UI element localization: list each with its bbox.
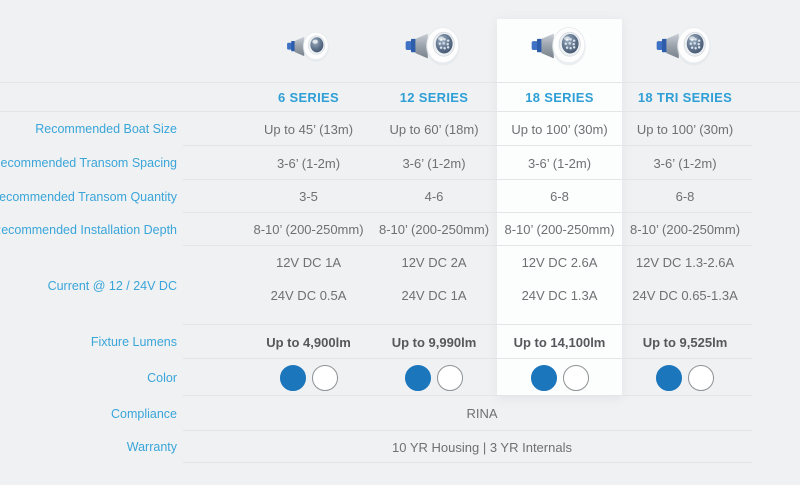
- current-12v-value: 12V DC 1A: [275, 255, 342, 270]
- compliance-value: RINA: [466, 406, 498, 421]
- series-header-6[interactable]: 6 SERIES: [278, 89, 339, 105]
- current-cell: 12V DC 1A 24V DC 0.5A: [246, 246, 371, 325]
- product-image-6-series[interactable]: [246, 0, 371, 82]
- transom-quantity-value: 4-6: [424, 189, 444, 204]
- row-installation-depth: Recommended Installation Depth 8-10’ (20…: [0, 213, 800, 246]
- current-cell: 12V DC 2.6A 24V DC 1.3A: [497, 246, 622, 325]
- current-12v-value: 12V DC 2.6A: [521, 255, 598, 270]
- blue-color-swatch: [405, 364, 431, 391]
- current-24v-value: 24V DC 1.3A: [521, 288, 598, 303]
- transom-quantity-value: 3-5: [299, 189, 318, 204]
- transom-quantity-value: 6-8: [675, 189, 695, 204]
- row-color: Color: [0, 359, 800, 396]
- underwater-light-icon: [531, 26, 586, 66]
- white-color-swatch: [311, 364, 338, 391]
- series-header-12[interactable]: 12 SERIES: [399, 89, 469, 105]
- fixture-lumens-value: Up to 9,990lm: [391, 334, 477, 350]
- row-label: Recommended Transom Spacing: [0, 156, 177, 170]
- current-24v-value: 24V DC 0.65-1.3A: [632, 288, 738, 303]
- highlighted-column-background: [497, 19, 622, 396]
- color-swatches: [246, 359, 371, 396]
- transom-spacing-value: 3-6’ (1-2m): [527, 155, 592, 171]
- transom-spacing-value: 3-6’ (1-2m): [653, 155, 717, 171]
- row-label: Recommended Transom Quantity: [0, 189, 177, 204]
- boat-size-value: Up to 45’ (13m): [263, 121, 354, 137]
- product-image-18-series[interactable]: [497, 0, 622, 82]
- color-swatches: [622, 359, 748, 396]
- current-24v-value: 24V DC 1A: [401, 288, 467, 303]
- series-header-row: 6 SERIES 12 SERIES 18 SERIES 18 TRI SERI…: [0, 82, 800, 112]
- underwater-light-icon: [656, 26, 711, 66]
- transom-quantity-value: 6-8: [550, 189, 569, 204]
- series-header-18[interactable]: 18 SERIES: [525, 89, 594, 105]
- color-swatches: [497, 359, 622, 396]
- current-24v-value: 24V DC 0.5A: [270, 288, 347, 303]
- warranty-value: 10 YR Housing | 3 YR Internals: [392, 439, 572, 455]
- product-image-row: [0, 0, 800, 82]
- row-label: Fixture Lumens: [90, 335, 177, 349]
- row-label: Color: [147, 370, 177, 385]
- current-12v-value: 12V DC 1.3-2.6A: [635, 255, 735, 270]
- transom-spacing-value: 3-6’ (1-2m): [276, 155, 341, 171]
- row-label: Recommended Installation Depth: [0, 222, 177, 237]
- row-label: Compliance: [110, 406, 177, 421]
- boat-size-value: Up to 100’ (30m): [636, 121, 734, 137]
- current-cell: 12V DC 2A 24V DC 1A: [371, 246, 497, 325]
- white-color-swatch: [688, 364, 714, 391]
- installation-depth-value: 8-10’ (200-250mm): [253, 222, 364, 237]
- spec-table: 6 SERIES 12 SERIES 18 SERIES 18 TRI SERI…: [0, 0, 800, 463]
- fixture-lumens-value: Up to 9,525lm: [642, 334, 728, 350]
- transom-spacing-value: 3-6’ (1-2m): [402, 155, 466, 171]
- row-warranty: Warranty 10 YR Housing | 3 YR Internals: [0, 431, 800, 463]
- white-color-swatch: [562, 364, 589, 391]
- current-12v-value: 12V DC 2A: [401, 255, 467, 270]
- row-transom-quantity: Recommended Transom Quantity 3-5 4-6 6-8…: [0, 180, 800, 213]
- blue-color-swatch: [279, 364, 306, 391]
- boat-size-value: Up to 100’ (30m): [511, 121, 608, 137]
- series-header-18-tri[interactable]: 18 TRI SERIES: [637, 89, 733, 105]
- installation-depth-value: 8-10’ (200-250mm): [629, 222, 741, 237]
- fixture-lumens-value: Up to 4,900lm: [266, 334, 351, 350]
- boat-size-value: Up to 60’ (18m): [389, 121, 479, 137]
- row-transom-spacing: Recommended Transom Spacing 3-6’ (1-2m) …: [0, 146, 800, 180]
- installation-depth-value: 8-10’ (200-250mm): [378, 222, 490, 237]
- row-compliance: Compliance RINA: [0, 396, 800, 431]
- underwater-light-icon: [286, 31, 329, 62]
- row-label: Recommended Boat Size: [35, 122, 177, 136]
- product-image-12-series[interactable]: [371, 0, 497, 82]
- underwater-light-icon: [405, 26, 460, 66]
- color-swatches: [371, 359, 497, 396]
- row-current: Current @ 12 / 24V DC 12V DC 1A 24V DC 0…: [0, 246, 800, 325]
- row-label: Warranty: [126, 440, 177, 454]
- row-fixture-lumens: Fixture Lumens Up to 4,900lm Up to 9,990…: [0, 325, 800, 359]
- fixture-lumens-value: Up to 14,100lm: [513, 334, 606, 350]
- product-image-18-tri-series[interactable]: [622, 0, 748, 82]
- row-label: Current @ 12 / 24V DC: [47, 278, 177, 293]
- current-cell: 12V DC 1.3-2.6A 24V DC 0.65-1.3A: [622, 246, 748, 325]
- blue-color-swatch: [530, 364, 557, 391]
- row-boat-size: Recommended Boat Size Up to 45’ (13m) Up…: [0, 112, 800, 146]
- blue-color-swatch: [656, 364, 682, 391]
- white-color-swatch: [437, 364, 463, 391]
- installation-depth-value: 8-10’ (200-250mm): [504, 222, 615, 237]
